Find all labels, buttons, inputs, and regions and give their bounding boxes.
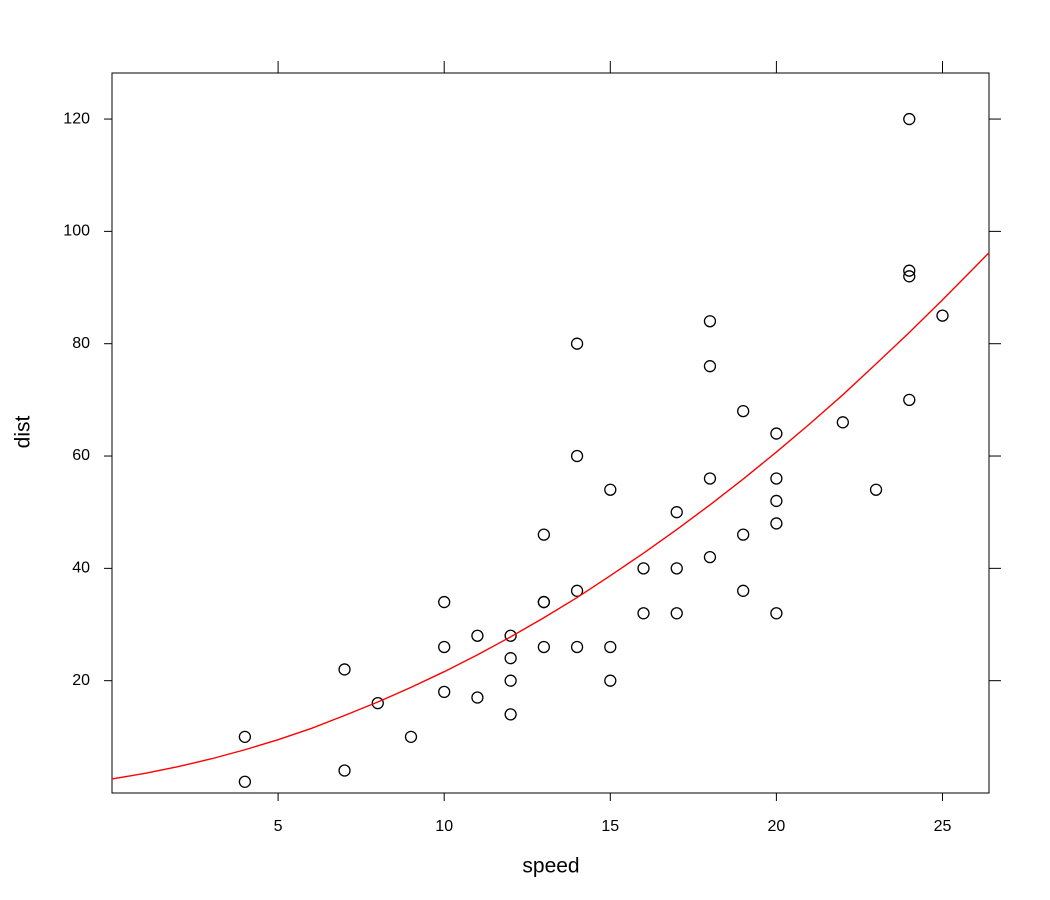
point bbox=[737, 528, 750, 541]
point bbox=[604, 640, 617, 654]
point bbox=[438, 595, 451, 609]
y-tick-label: 100 bbox=[63, 223, 90, 240]
point bbox=[670, 607, 683, 620]
point bbox=[770, 472, 783, 485]
point bbox=[903, 393, 916, 407]
y-tick-label: 40 bbox=[72, 560, 90, 577]
point bbox=[670, 562, 683, 575]
point bbox=[703, 360, 717, 373]
plot-frame bbox=[111, 72, 990, 794]
point bbox=[703, 315, 717, 328]
point bbox=[338, 663, 351, 676]
point bbox=[570, 584, 584, 597]
x-axis-title: speed bbox=[522, 855, 579, 878]
point bbox=[637, 562, 650, 575]
y-tick-label: 120 bbox=[63, 110, 90, 127]
point bbox=[404, 730, 418, 743]
point bbox=[703, 472, 717, 485]
point bbox=[737, 584, 750, 597]
point bbox=[504, 674, 517, 687]
point bbox=[371, 696, 384, 710]
point bbox=[537, 595, 551, 609]
point bbox=[936, 309, 949, 322]
fit-line bbox=[111, 252, 990, 780]
y-tick-label: 80 bbox=[72, 335, 90, 352]
x-tick-label: 25 bbox=[934, 818, 952, 835]
x-tick-label: 5 bbox=[274, 818, 283, 835]
point bbox=[438, 640, 451, 654]
point bbox=[903, 264, 916, 277]
point bbox=[438, 685, 451, 699]
point bbox=[903, 112, 916, 126]
y-tick-label: 60 bbox=[72, 447, 90, 464]
point bbox=[903, 270, 916, 283]
point bbox=[504, 708, 517, 721]
point bbox=[537, 640, 551, 654]
point bbox=[338, 764, 351, 777]
point bbox=[836, 416, 849, 429]
point bbox=[770, 607, 783, 620]
point bbox=[570, 449, 584, 463]
point bbox=[570, 337, 584, 350]
point bbox=[770, 494, 783, 508]
point bbox=[670, 506, 683, 519]
point bbox=[737, 404, 750, 418]
y-axis-title: dist bbox=[12, 415, 35, 448]
point bbox=[537, 528, 551, 541]
x-tick-label: 20 bbox=[767, 818, 785, 835]
point bbox=[770, 517, 783, 530]
x-tick-label: 15 bbox=[601, 818, 619, 835]
y-tick-label: 20 bbox=[72, 672, 90, 689]
point bbox=[471, 691, 484, 704]
point bbox=[703, 550, 717, 564]
point bbox=[570, 640, 584, 654]
point bbox=[238, 730, 252, 743]
point bbox=[604, 674, 617, 687]
point bbox=[238, 775, 252, 788]
point bbox=[637, 607, 650, 620]
point bbox=[504, 652, 517, 665]
point bbox=[471, 629, 484, 642]
point bbox=[770, 427, 783, 440]
x-tick-label: 10 bbox=[435, 818, 453, 835]
point bbox=[504, 629, 517, 642]
point bbox=[604, 483, 617, 496]
point bbox=[869, 483, 883, 496]
